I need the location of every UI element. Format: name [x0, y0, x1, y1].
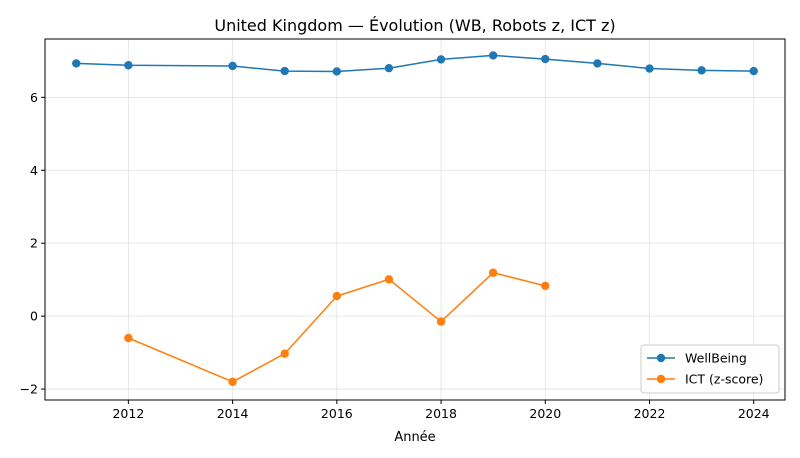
data-point-wellbeing — [697, 66, 706, 75]
data-point-wellbeing — [541, 54, 550, 64]
data-point-wellbeing — [593, 59, 602, 68]
x-tick-label: 2020 — [529, 406, 561, 421]
axis-ticks: 2012 2014 2016 2018 2020 2022 2024 −2 0 2 4 6 — [20, 90, 770, 421]
data-point-ict-z-score — [384, 275, 394, 284]
data-point-wellbeing — [749, 66, 758, 76]
x-tick-label: 2014 — [217, 406, 249, 421]
legend-entry-wellbeing: WellBeing — [647, 351, 747, 366]
series-ict-z-score — [124, 268, 550, 386]
data-point-wellbeing — [488, 51, 498, 60]
data-point-ict-z-score — [332, 291, 342, 301]
chart-title: United Kingdom — Évolution (WB, Robots z… — [214, 16, 615, 35]
data-point-wellbeing — [280, 66, 289, 76]
legend-box — [640, 344, 780, 394]
x-tick-label: 2012 — [112, 406, 144, 421]
series-wellbeing — [72, 51, 758, 76]
y-tick-label: 6 — [30, 90, 38, 105]
data-point-ict-z-score — [280, 349, 289, 358]
y-tick-label: −2 — [20, 382, 38, 397]
x-tick-label: 2022 — [634, 406, 666, 421]
data-point-ict-z-score — [228, 377, 237, 386]
x-tick-label: 2018 — [425, 406, 457, 421]
data-point-wellbeing — [72, 59, 81, 68]
data-point-wellbeing — [332, 67, 342, 76]
series-line-ict-z-score — [128, 271, 546, 383]
grid — [45, 39, 785, 400]
data-point-ict-z-score — [124, 333, 133, 343]
legend-label: WellBeing — [685, 351, 747, 366]
data-point-ict-z-score — [436, 317, 446, 326]
y-tick-label: 4 — [30, 163, 38, 178]
legend-swatch-marker — [656, 353, 666, 363]
legend-entry-ict-z-score: ICT (z-score) — [647, 372, 763, 387]
legend: WellBeing ICT (z-score) — [640, 344, 780, 394]
x-axis-label: Année — [394, 430, 435, 445]
data-point-ict-z-score — [488, 268, 498, 277]
series-group — [72, 51, 758, 386]
plot-frame — [44, 38, 786, 401]
x-tick-label: 2016 — [321, 406, 353, 421]
y-tick-label: 0 — [30, 309, 38, 324]
y-tick-label: 2 — [30, 236, 38, 251]
legend-label: ICT (z-score) — [685, 372, 763, 387]
data-point-wellbeing — [384, 63, 394, 73]
data-point-wellbeing — [645, 64, 654, 73]
data-point-wellbeing — [228, 61, 237, 71]
data-point-wellbeing — [124, 61, 133, 70]
legend-swatch-marker — [656, 374, 666, 384]
data-point-wellbeing — [436, 55, 446, 64]
x-tick-label: 2024 — [738, 406, 770, 421]
data-point-ict-z-score — [541, 281, 550, 291]
